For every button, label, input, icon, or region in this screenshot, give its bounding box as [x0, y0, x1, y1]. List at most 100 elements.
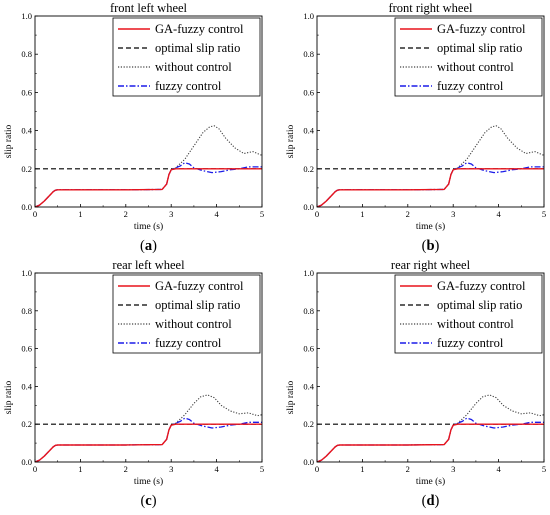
x-axis-label: time (s) — [134, 221, 163, 232]
y-tick-label: 0.6 — [21, 87, 32, 97]
y-tick-label: 1.0 — [21, 11, 32, 21]
x-tick-label: 1 — [360, 209, 364, 219]
panel-title: rear left wheel — [112, 258, 185, 272]
x-tick-label: 4 — [214, 464, 219, 474]
x-tick-label: 2 — [406, 209, 410, 219]
legend-label: without control — [155, 317, 232, 331]
y-tick-label: 0.4 — [303, 381, 314, 391]
legend-label: GA-fuzzy control — [155, 22, 244, 36]
y-tick-label: 0.2 — [303, 419, 314, 429]
subfigure-label: (d) — [422, 493, 440, 509]
x-tick-label: 0 — [315, 209, 319, 219]
legend: GA-fuzzy control optimal slip ratio withou… — [112, 17, 261, 97]
x-tick-label: 2 — [124, 464, 128, 474]
x-tick-label: 5 — [542, 209, 546, 219]
panel-title: front right wheel — [388, 1, 473, 15]
subfigure-label: (b) — [422, 238, 440, 254]
legend: GA-fuzzy control optimal slip ratio withou… — [394, 17, 543, 97]
x-tick-label: 3 — [451, 464, 455, 474]
x-tick-label: 5 — [260, 464, 264, 474]
legend-box — [112, 274, 261, 354]
y-tick-label: 0.0 — [303, 202, 314, 212]
y-tick-label: 1.0 — [303, 268, 314, 278]
legend-label: GA-fuzzy control — [155, 279, 244, 293]
x-axis-label: time (s) — [134, 476, 163, 487]
panel-title: rear right wheel — [391, 258, 471, 272]
y-tick-label: 1.0 — [303, 11, 314, 21]
x-tick-label: 0 — [315, 464, 319, 474]
x-tick-label: 3 — [169, 464, 173, 474]
x-tick-label: 0 — [33, 209, 37, 219]
y-tick-label: 0.0 — [21, 457, 32, 467]
x-tick-label: 4 — [496, 209, 501, 219]
series-line-without-control — [35, 125, 262, 207]
x-tick-label: 3 — [169, 209, 173, 219]
x-tick-label: 5 — [260, 209, 264, 219]
legend-label: without control — [437, 317, 514, 331]
series-line-ga-fuzzy-control — [317, 168, 544, 207]
x-tick-label: 1 — [78, 464, 82, 474]
legend-label: fuzzy control — [155, 79, 222, 93]
legend-label: fuzzy control — [437, 79, 504, 93]
legend-label: fuzzy control — [437, 336, 504, 350]
x-tick-label: 1 — [78, 209, 82, 219]
legend-label: optimal slip ratio — [155, 298, 240, 312]
legend-box — [112, 17, 261, 97]
y-tick-label: 0.6 — [303, 87, 314, 97]
y-tick-label: 0.8 — [21, 306, 32, 316]
y-tick-label: 1.0 — [21, 268, 32, 278]
legend-label: without control — [155, 60, 232, 74]
series-group — [35, 125, 262, 207]
series-group — [35, 394, 262, 462]
legend: GA-fuzzy control optimal slip ratio withou… — [112, 274, 261, 354]
subfigure-label: (c) — [140, 493, 156, 509]
legend-label: optimal slip ratio — [437, 298, 522, 312]
legend-label: optimal slip ratio — [155, 41, 240, 55]
y-tick-label: 0.4 — [303, 126, 314, 136]
x-tick-label: 0 — [33, 464, 37, 474]
x-tick-label: 4 — [214, 209, 219, 219]
y-tick-label: 0.2 — [303, 164, 314, 174]
panel-title: front left wheel — [110, 1, 188, 15]
y-tick-label: 0.2 — [21, 164, 32, 174]
y-tick-label: 0.2 — [21, 419, 32, 429]
legend-label: without control — [437, 60, 514, 74]
y-tick-label: 0.0 — [303, 457, 314, 467]
y-axis-label: slip ratio — [4, 124, 14, 158]
x-tick-label: 2 — [406, 464, 410, 474]
legend-box — [394, 274, 543, 354]
legend-box — [394, 17, 543, 97]
series-line-ga-fuzzy-control — [35, 168, 262, 207]
y-tick-label: 0.6 — [21, 344, 32, 354]
legend-label: optimal slip ratio — [437, 41, 522, 55]
x-tick-label: 3 — [451, 209, 455, 219]
legend: GA-fuzzy control optimal slip ratio withou… — [394, 274, 543, 354]
series-group — [317, 125, 544, 207]
chart-panel-a: 0 1 2 3 4 5 0.0 0.2 0.4 0.6 0.8 1.0 time (s) slip rat… — [4, 1, 264, 254]
y-tick-label: 0.0 — [21, 202, 32, 212]
x-axis-label: time (s) — [416, 221, 445, 232]
x-tick-label: 4 — [496, 464, 501, 474]
legend-label: GA-fuzzy control — [437, 279, 526, 293]
series-line-ga-fuzzy-control — [35, 423, 262, 462]
series-line-without-control — [317, 125, 544, 207]
subfigure-label: (a) — [140, 238, 157, 254]
chart-panel-d: 0 1 2 3 4 5 0.0 0.2 0.4 0.6 0.8 1.0 time (s) slip rat… — [286, 258, 546, 509]
y-tick-label: 0.8 — [303, 306, 314, 316]
series-line-ga-fuzzy-control — [317, 423, 544, 462]
series-line-without-control — [317, 394, 544, 462]
y-axis-label: slip ratio — [286, 380, 296, 414]
y-tick-label: 0.6 — [303, 344, 314, 354]
series-group — [317, 394, 544, 462]
x-tick-label: 2 — [124, 209, 128, 219]
y-tick-label: 0.8 — [21, 49, 32, 59]
legend-label: GA-fuzzy control — [437, 22, 526, 36]
y-tick-label: 0.4 — [21, 126, 32, 136]
x-axis-label: time (s) — [416, 476, 445, 487]
y-tick-label: 0.4 — [21, 381, 32, 391]
y-tick-label: 0.8 — [303, 49, 314, 59]
y-axis-label: slip ratio — [286, 124, 296, 158]
chart-panel-b: 0 1 2 3 4 5 0.0 0.2 0.4 0.6 0.8 1.0 time (s) slip rat… — [286, 1, 546, 254]
x-tick-label: 1 — [360, 464, 364, 474]
